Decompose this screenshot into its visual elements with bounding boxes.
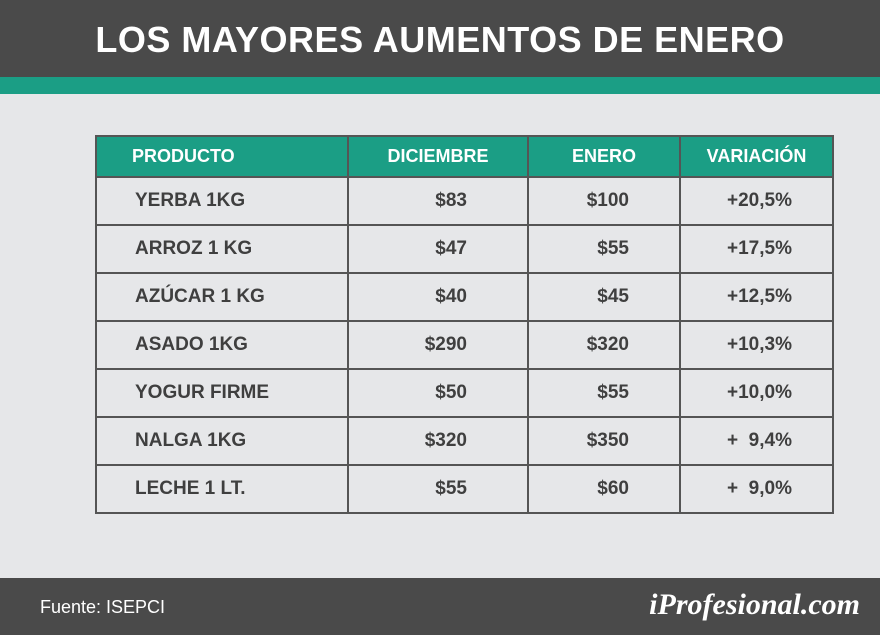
table-header-row: PRODUCTO DICIEMBRE ENERO VARIACIÓN bbox=[95, 135, 834, 178]
footer-bar: Fuente: ISEPCI iProfesional.com bbox=[0, 578, 880, 635]
cell-enero: $320 bbox=[527, 320, 681, 370]
price-table: PRODUCTO DICIEMBRE ENERO VARIACIÓN YERBA… bbox=[95, 135, 834, 514]
cell-enero: $350 bbox=[527, 416, 681, 466]
cell-variacion: + 9,4% bbox=[679, 416, 834, 466]
cell-producto: ARROZ 1 KG bbox=[95, 224, 349, 274]
cell-enero: $100 bbox=[527, 176, 681, 226]
cell-variacion: + 9,0% bbox=[679, 464, 834, 514]
cell-diciembre: $320 bbox=[347, 416, 529, 466]
cell-diciembre: $55 bbox=[347, 464, 529, 514]
cell-variacion: +12,5% bbox=[679, 272, 834, 322]
cell-producto: AZÚCAR 1 KG bbox=[95, 272, 349, 322]
source-credit: Fuente: ISEPCI bbox=[40, 597, 166, 617]
cell-producto: YERBA 1KG bbox=[95, 176, 349, 226]
table-row: YOGUR FIRME $50 $55 +10,0% bbox=[95, 368, 834, 418]
table-body: YERBA 1KG $83 $100 +20,5% ARROZ 1 KG $47… bbox=[95, 176, 834, 514]
table-row: ASADO 1KG $290 $320 +10,3% bbox=[95, 320, 834, 370]
header-bar: LOS MAYORES AUMENTOS DE ENERO bbox=[0, 0, 880, 77]
cell-enero: $45 bbox=[527, 272, 681, 322]
cell-enero: $55 bbox=[527, 224, 681, 274]
table-row: ARROZ 1 KG $47 $55 +17,5% bbox=[95, 224, 834, 274]
column-header-enero: ENERO bbox=[527, 135, 681, 178]
cell-producto: YOGUR FIRME bbox=[95, 368, 349, 418]
cell-diciembre: $40 bbox=[347, 272, 529, 322]
brand-logo: iProfesional.com bbox=[649, 588, 860, 621]
cell-variacion: +20,5% bbox=[679, 176, 834, 226]
column-header-diciembre: DICIEMBRE bbox=[347, 135, 529, 178]
column-header-variacion: VARIACIÓN bbox=[679, 135, 834, 178]
cell-variacion: +17,5% bbox=[679, 224, 834, 274]
cell-producto: NALGA 1KG bbox=[95, 416, 349, 466]
cell-diciembre: $83 bbox=[347, 176, 529, 226]
column-header-producto: PRODUCTO bbox=[95, 135, 349, 178]
cell-producto: ASADO 1KG bbox=[95, 320, 349, 370]
cell-producto: LECHE 1 LT. bbox=[95, 464, 349, 514]
table-row: AZÚCAR 1 KG $40 $45 +12,5% bbox=[95, 272, 834, 322]
page-title: LOS MAYORES AUMENTOS DE ENERO bbox=[95, 18, 785, 60]
cell-variacion: +10,0% bbox=[679, 368, 834, 418]
table-row: YERBA 1KG $83 $100 +20,5% bbox=[95, 176, 834, 226]
accent-bar bbox=[0, 77, 880, 94]
cell-enero: $60 bbox=[527, 464, 681, 514]
table-row: LECHE 1 LT. $55 $60 + 9,0% bbox=[95, 464, 834, 514]
cell-variacion: +10,3% bbox=[679, 320, 834, 370]
cell-enero: $55 bbox=[527, 368, 681, 418]
cell-diciembre: $290 bbox=[347, 320, 529, 370]
cell-diciembre: $47 bbox=[347, 224, 529, 274]
cell-diciembre: $50 bbox=[347, 368, 529, 418]
table-row: NALGA 1KG $320 $350 + 9,4% bbox=[95, 416, 834, 466]
